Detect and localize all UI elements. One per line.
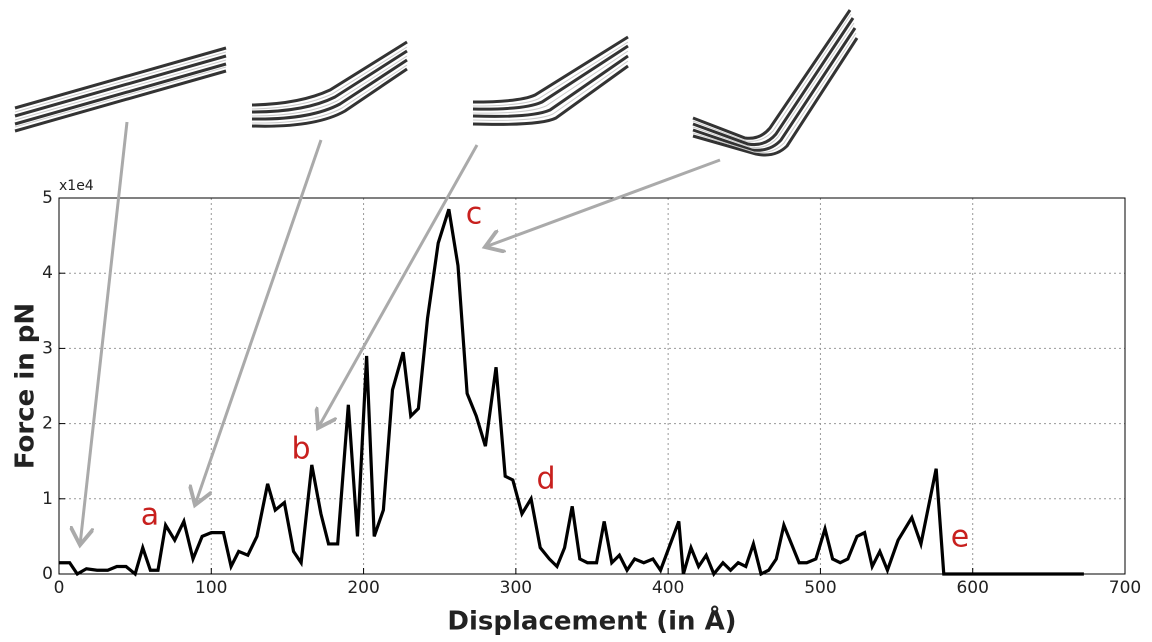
annotation: a [141, 498, 159, 533]
y-tick-label: 5 [42, 188, 53, 208]
x-tick-label: 0 [54, 578, 65, 598]
y-multiplier: x1e4 [59, 178, 94, 194]
x-tick-label: 700 [1109, 578, 1141, 598]
x-axis-label: Displacement (in Å) [447, 605, 736, 637]
y-tick-label: 1 [42, 489, 53, 509]
plot-frame [58, 197, 1126, 575]
plot-area: 0 100 200 300 400 500 600 700 0 1 2 3 4 5 x1e4 Displace… [11, 178, 1142, 637]
x-tick-label: 200 [347, 578, 379, 598]
y-tick-label: 0 [42, 564, 53, 584]
strand-2 [251, 40, 408, 128]
strand-1 [14, 46, 227, 133]
annotation: d [536, 462, 555, 497]
y-tick-label: 2 [42, 414, 53, 434]
annotation: b [291, 432, 310, 467]
arrow [195, 139, 323, 505]
arrow [485, 158, 721, 247]
x-tick-label: 600 [956, 578, 988, 598]
annotation: c [466, 197, 483, 232]
y-axis-label: Force in pN [11, 303, 41, 469]
plot-background [59, 198, 1125, 574]
x-tick-label: 500 [804, 578, 836, 598]
x-tick-label: 100 [195, 578, 227, 598]
arrow [80, 121, 129, 545]
y-tick-label: 3 [42, 338, 53, 358]
strand-4 [692, 9, 859, 157]
data-line [59, 208, 1084, 578]
x-tick-label: 400 [652, 578, 684, 598]
annotation: e [951, 520, 969, 555]
x-tick-label: 300 [500, 578, 532, 598]
y-tick-label: 4 [42, 263, 53, 283]
arrow [318, 144, 479, 428]
strand-3 [472, 35, 629, 126]
arrows [80, 121, 721, 545]
strand-images [14, 9, 859, 157]
